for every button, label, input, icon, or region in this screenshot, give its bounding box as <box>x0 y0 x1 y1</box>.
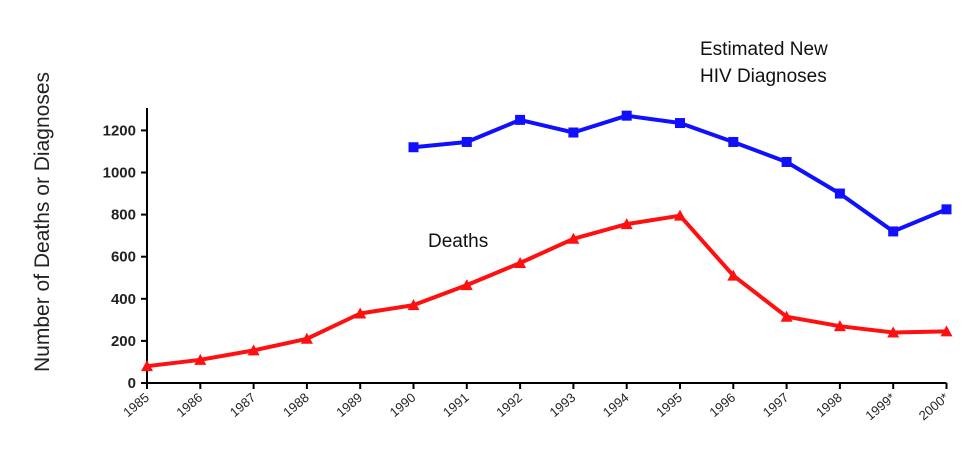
data-point-diagnoses-1992 <box>515 114 526 125</box>
x-tick-label-1988: 1988 <box>280 390 312 420</box>
data-point-diagnoses-1995 <box>675 118 685 129</box>
data-point-diagnoses-1990 <box>408 142 419 153</box>
data-point-diagnoses-1996 <box>728 136 739 147</box>
data-point-deaths-1995 <box>674 209 686 221</box>
data-point-diagnoses-1998 <box>834 188 845 199</box>
data-point-diagnoses-1991 <box>461 136 472 147</box>
y-tick-label-600: 600 <box>111 249 136 266</box>
y-axis-label: Number of Deaths or Diagnoses <box>31 72 54 372</box>
series-group <box>141 110 953 372</box>
data-point-deaths-1994 <box>620 218 633 230</box>
x-tick-label-2000*: 2000* <box>916 390 952 423</box>
data-point-deaths-1988 <box>300 332 313 344</box>
data-point-diagnoses-2000 <box>941 204 952 215</box>
data-point-deaths-1993 <box>567 232 580 244</box>
data-point-deaths-1998 <box>833 320 846 332</box>
y-tick-label-800: 800 <box>111 207 136 224</box>
y-tick-label-400: 400 <box>111 291 136 308</box>
data-point-diagnoses-1994 <box>621 110 632 121</box>
series-line-deaths <box>146 213 947 369</box>
data-point-diagnoses-1999 <box>888 226 899 237</box>
y-tick-label-1000: 1000 <box>103 165 136 182</box>
x-tick-label-1989: 1989 <box>333 390 365 420</box>
data-point-deaths-1992 <box>514 257 527 269</box>
x-tick-label-1991: 1991 <box>440 390 472 420</box>
data-point-diagnoses-1993 <box>568 127 579 138</box>
x-tick-label-1997: 1997 <box>760 390 792 420</box>
x-tick-label-1992: 1992 <box>493 390 525 420</box>
y-tick-label-0: 0 <box>128 375 136 392</box>
x-tick-label-1993: 1993 <box>547 390 579 420</box>
data-point-deaths-1990 <box>407 299 420 311</box>
series-label-diagnoses-line2: HIV Diagnoses <box>700 66 827 87</box>
x-tick-label-1990: 1990 <box>387 390 419 420</box>
data-point-deaths-1987 <box>247 344 260 356</box>
data-point-deaths-1989 <box>354 307 367 319</box>
x-tick-label-1994: 1994 <box>600 390 632 420</box>
y-tick-label-1200: 1200 <box>103 122 136 139</box>
data-point-deaths-1985 <box>141 360 153 372</box>
data-point-deaths-1999 <box>887 326 900 338</box>
axes: 0 200 400 600 800 1000 1200 1985 1986 1987 1988 198… <box>103 108 952 423</box>
x-tick-label-1985: 1985 <box>120 390 152 420</box>
series-label-diagnoses-line1: Estimated New <box>700 39 828 60</box>
series-label-deaths: Deaths <box>428 231 488 252</box>
data-point-deaths-1991 <box>460 279 473 291</box>
x-tick-label-1987: 1987 <box>227 390 259 420</box>
x-tick-label-1995: 1995 <box>653 390 685 420</box>
data-point-deaths-1996 <box>727 269 740 281</box>
data-point-deaths-1986 <box>194 353 207 365</box>
x-tick-label-1998: 1998 <box>813 390 845 420</box>
y-tick-label-200: 200 <box>111 333 136 350</box>
x-tick-label-1986: 1986 <box>173 390 205 420</box>
data-point-deaths-2000 <box>940 325 953 337</box>
data-point-deaths-1997 <box>780 310 793 322</box>
x-tick-label-1999*: 1999* <box>862 390 898 423</box>
x-tick-label-1996: 1996 <box>706 390 738 420</box>
data-point-diagnoses-1997 <box>781 156 792 167</box>
